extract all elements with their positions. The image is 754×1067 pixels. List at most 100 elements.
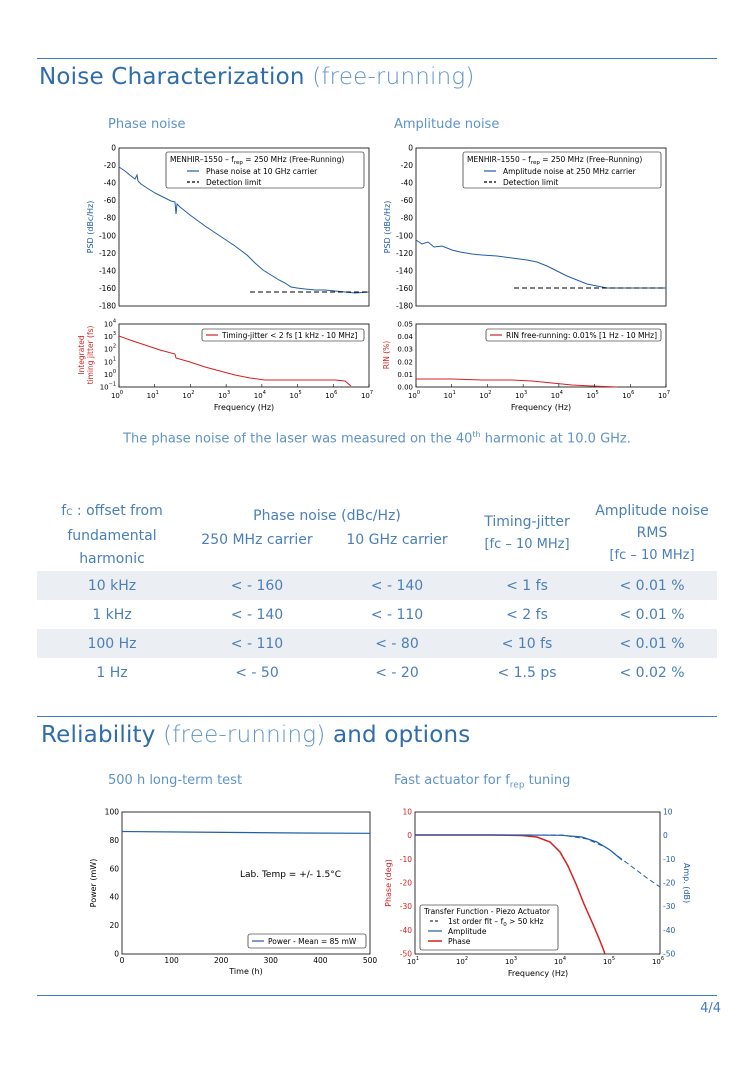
- first-order-fit-curve: [415, 834, 661, 888]
- cell-250: < - 160: [187, 571, 327, 600]
- phase-noise-caption: The phase noise of the laser was measure…: [0, 430, 754, 446]
- actuator-ytick-right: -10: [663, 855, 675, 864]
- phase-legend-label: Phase: [448, 937, 471, 946]
- amp-xlabel: Frequency (Hz): [511, 403, 571, 412]
- actuator-legend-box: [419, 904, 559, 951]
- table-row: 100 Hz < - 110 < - 80 < 10 fs < 0.01 %: [37, 629, 717, 658]
- actuator-ytick-right: -40: [663, 926, 675, 935]
- cell-250: < - 110: [187, 629, 327, 658]
- phase-bottom-ytick: 104: [104, 319, 116, 329]
- amplitude-noise-subtitle: Amplitude noise: [394, 117, 500, 132]
- caption-sup: th: [472, 430, 481, 439]
- phase-xtick: 107: [361, 390, 373, 400]
- section-title-noise: Noise Characterization (free-running): [39, 64, 475, 90]
- amp-bottom-ytick: 0.04: [397, 333, 413, 341]
- amp-bottom-legend-box: [485, 328, 662, 342]
- actuator-ytick-right: -50: [663, 950, 675, 959]
- cell-10g: < - 80: [327, 629, 467, 658]
- phase-bottom-ytick: 101: [104, 356, 116, 366]
- caption-pre: The phase noise of the laser was measure…: [123, 431, 473, 447]
- actuator-ytick-right: -30: [663, 902, 675, 911]
- phase-bottom-ytick: 100: [104, 369, 116, 379]
- actuator-ytick-right: 10: [663, 808, 673, 817]
- amp-top-ytick: -80: [401, 214, 413, 223]
- longterm-xtick: 200: [214, 956, 229, 965]
- amp-top-ytick: -160: [396, 284, 413, 293]
- th-250mhz: 250 MHz carrier: [187, 526, 327, 571]
- fit-legend-label: 1st order fit – f0 > 50 kHz: [448, 917, 544, 928]
- actuator-frame: [414, 811, 661, 955]
- longterm-subtitle: 500 h long-term test: [108, 773, 243, 788]
- phase-top-ytick: -40: [104, 179, 116, 188]
- actuator-ytick-left: 10: [402, 808, 412, 817]
- longterm-xtick: 300: [264, 956, 279, 965]
- phase-top-frame: [118, 147, 370, 307]
- rin-legend-label: RIN free-running: 0.01% [1 Hz - 10 MHz]: [506, 331, 657, 340]
- phase-top-ylabel: PSD (dBc/Hz): [86, 201, 95, 254]
- amp-xtick: 105: [587, 390, 599, 400]
- longterm-xlabel: Time (h): [228, 967, 262, 976]
- cell-250: < - 50: [235, 664, 279, 681]
- actuator-subtitle: Fast actuator for frep tuning: [394, 773, 571, 791]
- table-row: 1 Hz < - 50 < - 20 < 1.5 ps < 0.02 %: [37, 658, 717, 687]
- rin-ylabel: RIN (%): [382, 341, 391, 369]
- amp-xtick: 107: [658, 390, 670, 400]
- section2-title-light: (free-running): [163, 722, 326, 748]
- longterm-ylabel: Power (mW): [89, 859, 98, 908]
- phase-xtick: 103: [218, 390, 230, 400]
- amp-top-ylabel: PSD (dBc/Hz): [383, 201, 392, 254]
- amp-xtick: 103: [515, 390, 527, 400]
- longterm-ytick: 20: [109, 921, 119, 930]
- cell-jitter: < 10 fs: [467, 629, 587, 658]
- section-title-main: Noise Characterization: [39, 64, 305, 90]
- amp-top-ytick: -60: [401, 196, 413, 205]
- longterm-ytick: 100: [105, 808, 120, 817]
- actuator-xtick: 102: [456, 956, 468, 966]
- amp-bottom-frame: [415, 323, 667, 388]
- phase-xtick: 105: [290, 390, 302, 400]
- amp-bottom-ytick: 0.00: [397, 384, 413, 392]
- amp-top-frame: [415, 147, 667, 307]
- cell-amp: < 0.01 %: [587, 629, 717, 658]
- cell-10g: < - 110: [370, 606, 424, 623]
- amp-top-legend-box: [462, 151, 662, 189]
- longterm-xtick: 100: [164, 956, 179, 965]
- actuator-ytick-left: -20: [400, 879, 412, 888]
- phase-bottom-ytick: 103: [104, 331, 116, 341]
- cell-jitter: < 1 fs: [467, 571, 587, 600]
- cell-offset: 1 kHz: [92, 606, 132, 623]
- actuator-figure: Phase (deg) Amp. (dB) 10 0 -10 -20 -30 -40 -50…: [384, 808, 691, 979]
- phase-xlabel: Frequency (Hz): [214, 403, 274, 412]
- cell-jitter: < 2 fs: [506, 606, 548, 623]
- phase-top-ytick: -100: [99, 231, 116, 240]
- phase-noise-subtitle: Phase noise: [108, 117, 186, 132]
- th-phase-noise: Phase noise (dBc/Hz): [187, 496, 467, 527]
- longterm-xtick: 500: [363, 956, 378, 965]
- actuator-ytick-left: -10: [400, 855, 412, 864]
- cell-10g: < - 20: [375, 664, 419, 681]
- noise-spec-table: fC : offset from fundamental harmonic Ph…: [37, 496, 717, 687]
- amplitude-noise-figure: PSD (dBc/Hz) 0 -20 -40 -60 -80 -100 -120 -140 -1…: [382, 144, 670, 413]
- amp-top-ytick: -40: [401, 179, 413, 188]
- longterm-ytick: 40: [109, 893, 119, 902]
- cell-10g: < - 140: [327, 571, 467, 600]
- actuator-legend-title: Transfer Function - Piezo Actuator: [423, 907, 551, 916]
- actuator-ylabel-left: Phase (deg): [384, 859, 393, 907]
- amp-top-ytick: -20: [401, 161, 413, 170]
- phase-noise-curve: [118, 166, 370, 294]
- amp-bottom-ytick: 0.03: [397, 346, 413, 354]
- timing-jitter-curve: [118, 335, 352, 387]
- cell-offset: 100 Hz: [37, 629, 187, 658]
- longterm-ytick: 60: [109, 864, 119, 873]
- phase-top-ytick: -140: [99, 266, 116, 275]
- actuator-ytick-left: 0: [407, 831, 412, 840]
- rin-curve: [416, 378, 618, 388]
- actuator-ytick-right: -20: [663, 879, 675, 888]
- actuator-xtick: 105: [603, 956, 615, 966]
- phase-top-ytick: -80: [104, 214, 116, 223]
- th-amplitude: Amplitude noise RMS [fc – 10 MHz]: [587, 496, 717, 571]
- phase-top-ytick: 0: [111, 144, 116, 153]
- section-title-light: (free-running): [312, 64, 475, 90]
- section2-title-main-1: Reliability: [41, 722, 156, 748]
